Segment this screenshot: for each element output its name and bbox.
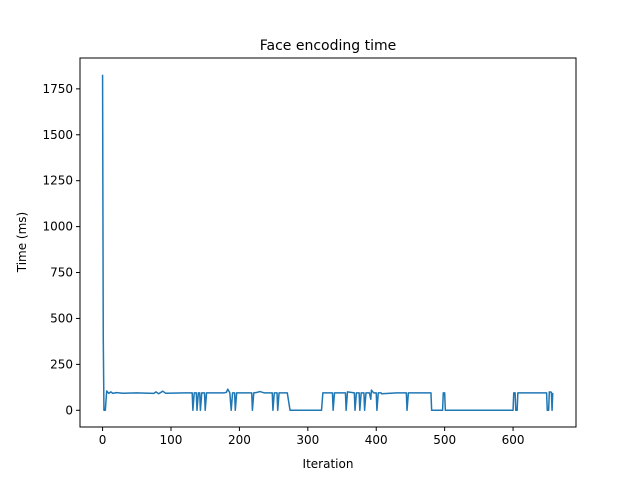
chart-title: Face encoding time xyxy=(260,38,396,54)
y-tick-label: 1000 xyxy=(42,220,73,234)
x-axis-label: Iteration xyxy=(303,457,354,471)
y-tick-label: 750 xyxy=(50,266,73,280)
x-tick-label: 300 xyxy=(296,433,319,447)
x-tick-label: 500 xyxy=(433,433,456,447)
y-tick-label: 250 xyxy=(50,357,73,371)
plot-frame xyxy=(79,57,577,428)
y-tick-label: 1750 xyxy=(42,82,73,96)
x-tick-label: 600 xyxy=(502,433,525,447)
y-tick-label: 1500 xyxy=(42,128,73,142)
x-tick-label: 100 xyxy=(160,433,183,447)
x-tick-label: 0 xyxy=(99,433,107,447)
x-tick-label: 200 xyxy=(228,433,251,447)
x-tick-label: 400 xyxy=(365,433,388,447)
data-line xyxy=(101,74,554,412)
y-axis-label: Time (ms) xyxy=(15,212,29,274)
y-tick-label: 500 xyxy=(50,311,73,325)
y-tick-label: 0 xyxy=(65,403,73,417)
y-tick-label: 1250 xyxy=(42,174,73,188)
